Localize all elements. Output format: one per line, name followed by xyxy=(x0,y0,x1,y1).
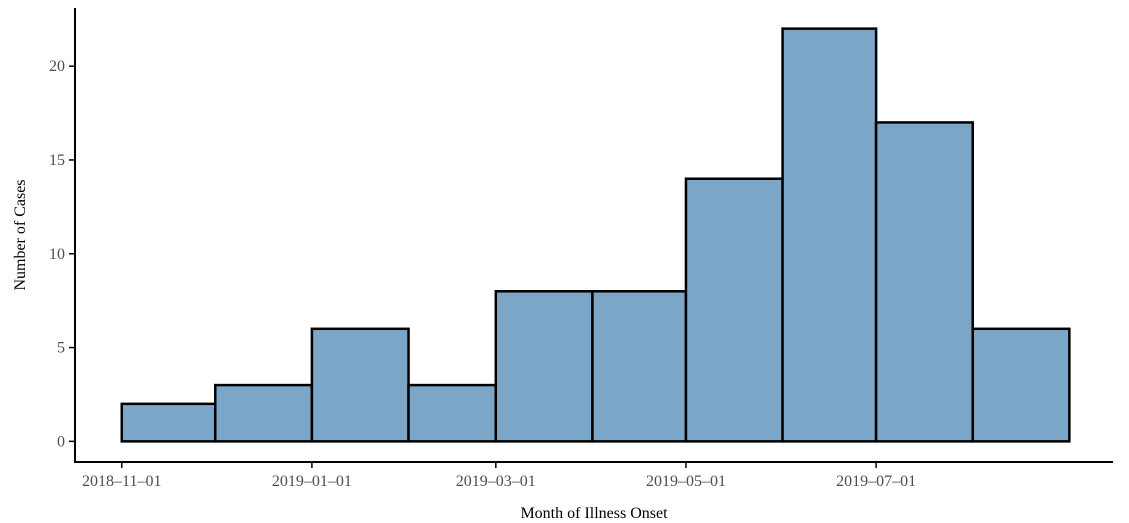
y-tick-label: 20 xyxy=(49,58,65,75)
y-tick-label: 0 xyxy=(57,433,65,450)
bars-group xyxy=(120,27,1071,443)
x-axis-title: Month of Illness Onset xyxy=(520,505,668,522)
histogram-bar xyxy=(684,177,784,443)
y-axis-title: Number of Cases xyxy=(12,179,29,290)
histogram-bar xyxy=(120,402,217,443)
histogram-bar xyxy=(874,121,974,443)
y-ticks-group: 0 5 10 15 20 xyxy=(49,58,75,450)
x-tick-label: 2018–11–01 xyxy=(82,473,161,490)
histogram-bar xyxy=(407,383,498,443)
y-tick-label: 10 xyxy=(49,246,65,263)
histogram-bar xyxy=(310,327,410,443)
x-ticks-group: 2018–11–01 2019–01–01 2019–03–01 2019–05–01… xyxy=(82,462,916,490)
x-tick-label: 2019–03–01 xyxy=(456,473,536,490)
y-tick-label: 5 xyxy=(57,340,65,357)
histogram-bar xyxy=(214,383,314,443)
x-tick-label: 2019–05–01 xyxy=(646,473,726,490)
y-tick-label: 15 xyxy=(49,152,65,169)
histogram-bar xyxy=(591,290,688,443)
histogram-bar xyxy=(971,327,1071,443)
histogram-bar xyxy=(781,27,878,443)
x-tick-label: 2019–07–01 xyxy=(836,473,916,490)
x-tick-label: 2019–01–01 xyxy=(272,473,352,490)
histogram-bar xyxy=(494,290,594,443)
